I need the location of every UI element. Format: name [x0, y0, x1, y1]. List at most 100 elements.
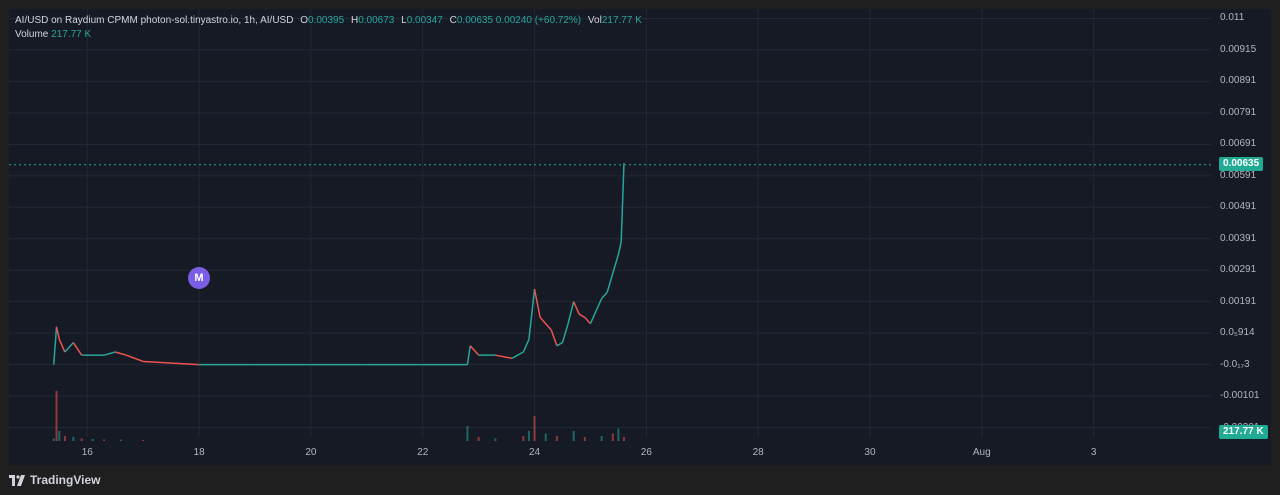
price-axis-tick-label: 0.00691: [1220, 138, 1257, 150]
time-axis-tick-label: 24: [528, 447, 541, 458]
time-axis-tick-label: 30: [864, 447, 876, 458]
price-candle-segment: [572, 301, 580, 315]
volume-bar: [91, 439, 94, 441]
volume-bar: [533, 416, 536, 441]
volume-bar: [466, 426, 469, 441]
price-axis-tick-label: 0.00591: [1220, 169, 1257, 181]
price-candle-segment: [469, 345, 480, 356]
price-axis-tick-label: -0.0₁₇3: [1220, 358, 1250, 370]
price-candle-segment: [550, 329, 558, 346]
volume-bar: [600, 436, 603, 441]
high-label: H: [350, 15, 359, 26]
price-candle-segment: [103, 351, 116, 356]
price-axis-tick-label: 0.011: [1220, 12, 1245, 24]
price-axis-tick-label: 0.00891: [1220, 75, 1257, 87]
volume-bar: [611, 433, 614, 441]
price-candle-segment: [533, 288, 541, 318]
price-axis-tick-label: 0.00491: [1220, 201, 1257, 213]
price-candle-segment: [561, 323, 569, 343]
gridlines: [9, 9, 1211, 437]
volume-bar: [63, 436, 66, 441]
low-label: L: [401, 15, 407, 26]
chart-legend-ohlc: AI/USD on Raydium CPMM photon-sol.tinyas…: [15, 15, 642, 27]
price-candle-segment: [52, 326, 58, 365]
close-label: C: [449, 15, 457, 26]
volume-bar: [522, 436, 525, 441]
price-candle-segment: [55, 326, 61, 340]
price-candle-segment: [545, 323, 552, 331]
tradingview-brand[interactable]: TradingView: [30, 473, 101, 487]
close-value: 0.00635: [456, 15, 494, 26]
price-candle-segment: [567, 301, 575, 324]
vol-label: Vol: [587, 15, 602, 26]
low-value: 0.00347: [406, 15, 443, 26]
price-axis-tick-label: 0.00915: [1220, 43, 1257, 55]
event-marker-m[interactable]: M: [188, 267, 210, 289]
price-axis-tick-label: 0.00391: [1220, 232, 1257, 244]
price-candle-segment: [612, 254, 620, 274]
price-candle-segment: [58, 339, 66, 353]
price-candle-segment: [466, 345, 471, 365]
footer: TradingView: [9, 468, 100, 492]
volume-legend-value: 217.77 K: [51, 29, 92, 40]
price-candle-segment: [115, 351, 127, 356]
time-axis-tick-label: 16: [81, 447, 93, 458]
price-candles: [52, 163, 625, 366]
price-candle-segment: [495, 354, 513, 360]
volume-bar: [622, 437, 625, 441]
time-axis-tick-label: 3: [1090, 447, 1097, 458]
volume-bar: [617, 428, 620, 441]
volume-bar: [55, 391, 58, 441]
price-candle-segment: [595, 298, 603, 312]
time-axis-tick-label: 18: [193, 447, 205, 458]
price-candle-segment: [64, 342, 74, 353]
price-candle-segment: [589, 310, 597, 325]
volume-bar: [555, 436, 558, 441]
volume-badge: 217.77 K: [1219, 425, 1268, 439]
volume-bar: [583, 437, 586, 441]
time-axis-tick-label: 26: [640, 447, 652, 458]
volume-bar: [72, 437, 75, 441]
price-axis-tick-label: 0.00791: [1220, 106, 1257, 118]
chart-pane[interactable]: AI/USD on Raydium CPMM photon-sol.tinyas…: [9, 9, 1271, 465]
price-candle-segment: [143, 360, 200, 366]
symbol-title[interactable]: AI/USD on Raydium CPMM photon-sol.tinyas…: [15, 15, 294, 26]
time-axis-tick-label: 22: [417, 447, 429, 458]
price-axis-tick-label: 0.00191: [1220, 295, 1257, 307]
change-value: 0.00240 (+60.72%): [495, 15, 582, 26]
volume-bar: [119, 439, 122, 441]
price-candle-segment: [539, 316, 547, 325]
time-axis-tick-label: 20: [305, 447, 317, 458]
high-value: 0.00673: [358, 15, 395, 26]
vol-value: 217.77 K: [601, 15, 642, 26]
price-candle-segment: [126, 354, 144, 363]
price-candle-segment: [511, 351, 524, 359]
price-chart-canvas[interactable]: [9, 9, 1271, 465]
volume-bar: [494, 438, 497, 441]
volume-bars: [52, 391, 625, 441]
price-candle-segment: [606, 273, 614, 293]
volume-bar: [80, 438, 83, 441]
open-value: 0.00395: [308, 15, 345, 26]
volume-bar: [52, 438, 55, 441]
price-axis-tick-label: -0.00101: [1220, 390, 1260, 402]
time-axis-tick-label: 28: [752, 447, 764, 458]
volume-label: Volume: [15, 29, 49, 40]
volume-bar: [58, 431, 61, 441]
price-candle-segment: [522, 339, 530, 353]
price-candle-segment: [578, 313, 586, 319]
volume-legend[interactable]: Volume 217.77 K: [15, 29, 91, 41]
price-candle-segment: [72, 342, 83, 356]
volume-bar: [103, 439, 106, 441]
price-axis-tick-label: 0.0₅914: [1220, 327, 1255, 339]
open-label: O: [300, 15, 309, 26]
volume-bar: [544, 433, 547, 441]
tradingview-logo-icon[interactable]: [9, 474, 25, 486]
volume-bar: [572, 431, 575, 441]
price-candle-segment: [556, 341, 563, 347]
last-price-badge: 0.00635: [1219, 157, 1264, 171]
price-candle-segment: [528, 289, 536, 340]
price-axis-tick-label: 0.00291: [1220, 264, 1257, 276]
price-candle-segment: [601, 291, 608, 300]
volume-bar: [477, 437, 480, 441]
